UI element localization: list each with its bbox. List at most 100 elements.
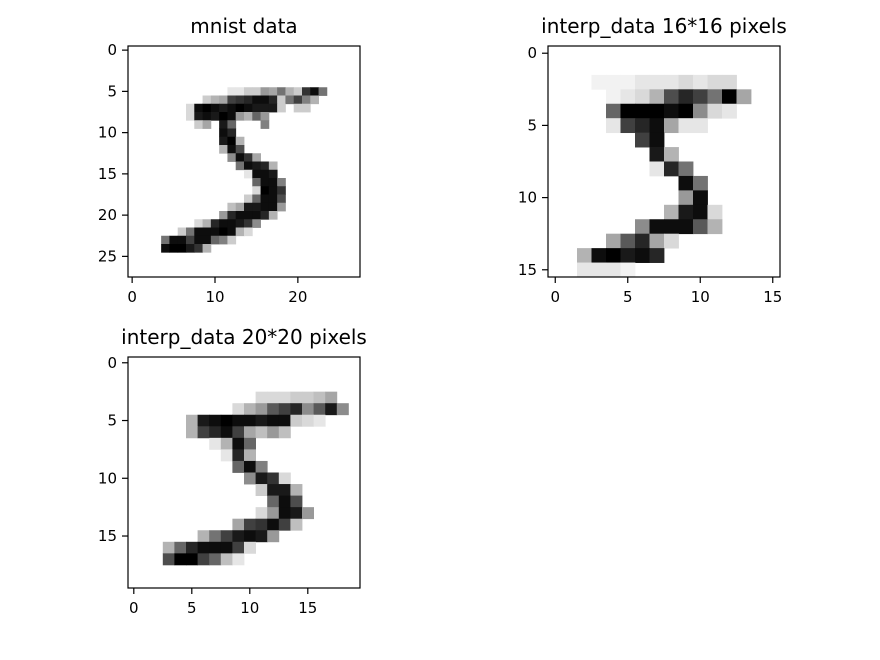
pixel-cell bbox=[268, 186, 278, 195]
pixel-cell bbox=[290, 414, 303, 427]
pixel-cell bbox=[268, 95, 278, 105]
pixel-cell bbox=[252, 112, 261, 121]
pixel-cell bbox=[664, 89, 679, 105]
pixel-cell bbox=[649, 219, 665, 235]
pixel-cell bbox=[235, 87, 245, 96]
pixel-cell bbox=[252, 95, 261, 105]
y-tick-label: 15 bbox=[518, 261, 537, 279]
pixel-cell bbox=[220, 449, 233, 462]
x-tick-label: 10 bbox=[240, 599, 259, 617]
pixel-cell bbox=[664, 118, 679, 134]
pixel-cell bbox=[606, 118, 621, 134]
pixel-cell bbox=[244, 460, 256, 473]
pixel-cell bbox=[186, 244, 195, 253]
x-tick-label: 10 bbox=[691, 288, 710, 306]
pixel-cell bbox=[252, 161, 261, 171]
pixel-cell bbox=[577, 248, 592, 263]
pixel-cell bbox=[235, 153, 245, 162]
pixel-cell bbox=[227, 87, 237, 96]
x-tick-label: 0 bbox=[129, 599, 139, 617]
pixel-cell bbox=[278, 414, 291, 427]
pixel-cell bbox=[664, 204, 679, 220]
pixel-cell bbox=[255, 472, 268, 485]
pixel-cell bbox=[244, 219, 253, 228]
pixel-cell bbox=[219, 235, 228, 245]
pixel-cell bbox=[302, 95, 311, 105]
pixel-cell bbox=[649, 132, 665, 148]
pixel-cell bbox=[606, 262, 621, 278]
y-tick-label: 15 bbox=[98, 165, 117, 183]
pixel-cell bbox=[194, 120, 203, 129]
pixel-cell bbox=[219, 128, 228, 138]
pixel-cell bbox=[620, 248, 636, 263]
pixel-cell bbox=[678, 219, 694, 235]
pixel-cell bbox=[290, 507, 303, 520]
pixel-cell bbox=[197, 414, 210, 427]
pixel-cell bbox=[267, 426, 280, 439]
pixel-cell bbox=[227, 235, 237, 245]
x-tick-label: 15 bbox=[298, 599, 317, 617]
pixel-cell bbox=[302, 507, 314, 520]
pixel-cell bbox=[197, 530, 210, 543]
pixel-cell bbox=[244, 518, 256, 531]
y-tick-label: 0 bbox=[107, 41, 117, 59]
pixel-cell bbox=[177, 244, 187, 253]
subplot-1: 0 10 20 0 5 10 15 20 25 mnist data bbox=[98, 14, 361, 306]
pixel-cell bbox=[260, 87, 270, 96]
pixel-cell bbox=[227, 120, 237, 129]
pixel-cell bbox=[313, 414, 326, 427]
pixel-cell bbox=[635, 89, 650, 105]
pixel-cell bbox=[302, 391, 314, 404]
pixel-cell bbox=[678, 175, 694, 191]
pixel-cell bbox=[227, 227, 237, 237]
pixel-cell bbox=[194, 227, 203, 237]
pixel-cell bbox=[227, 145, 237, 154]
pixel-cell bbox=[267, 391, 280, 404]
pixel-cell bbox=[290, 484, 303, 496]
pixel-cell bbox=[278, 495, 291, 508]
pixel-cell bbox=[260, 178, 270, 187]
pixel-cell bbox=[664, 74, 679, 90]
pixel-cell bbox=[293, 103, 303, 113]
pixel-cell bbox=[232, 414, 245, 427]
pixel-cell bbox=[220, 437, 233, 450]
pixel-cell bbox=[219, 219, 228, 228]
pixel-cell bbox=[693, 118, 708, 134]
pixel-cell bbox=[664, 147, 679, 162]
pixel-cell bbox=[219, 227, 228, 237]
x-tick-label: 5 bbox=[187, 599, 197, 617]
pixel-cell bbox=[186, 103, 195, 113]
y-tick-label: 5 bbox=[107, 412, 117, 430]
pixel-cell bbox=[235, 219, 245, 228]
pixel-cell bbox=[227, 128, 237, 138]
pixel-cell bbox=[202, 95, 212, 105]
pixel-cell bbox=[255, 460, 268, 473]
y-tick-label: 0 bbox=[107, 354, 117, 372]
pixel-cell bbox=[707, 74, 723, 90]
pixel-cell bbox=[260, 120, 270, 129]
pixel-cell bbox=[210, 235, 220, 245]
pixel-cell bbox=[209, 426, 222, 439]
pixel-cell bbox=[232, 403, 245, 416]
pixel-cell bbox=[267, 472, 280, 485]
pixel-cell bbox=[302, 87, 311, 96]
pixel-cell bbox=[635, 74, 650, 90]
pixel-cell bbox=[227, 103, 237, 113]
pixel-cell bbox=[232, 449, 245, 462]
pixel-cell bbox=[620, 74, 636, 90]
pixel-cell bbox=[244, 437, 256, 450]
pixel-cell bbox=[210, 227, 220, 237]
pixel-cell bbox=[255, 507, 268, 520]
pixel-cell bbox=[606, 103, 621, 119]
pixel-cell bbox=[277, 95, 286, 105]
pixel-cell bbox=[318, 87, 328, 96]
pixel-cell bbox=[255, 426, 268, 439]
pixel-cell bbox=[209, 437, 222, 450]
pixel-cell bbox=[227, 153, 237, 162]
pixel-cell bbox=[722, 103, 737, 119]
pixel-cell bbox=[219, 95, 228, 105]
pixel-cell bbox=[202, 120, 212, 129]
pixel-cell bbox=[252, 219, 261, 228]
pixel-cell bbox=[664, 233, 679, 249]
pixel-cell bbox=[219, 112, 228, 121]
